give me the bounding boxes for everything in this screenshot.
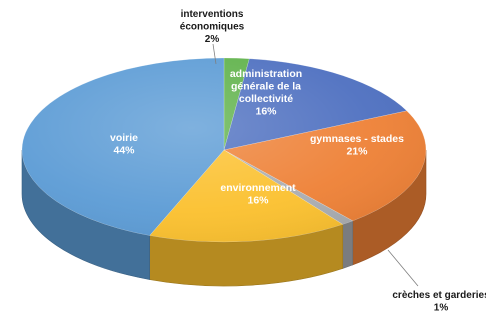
- slice-value-4: 16%: [247, 195, 269, 207]
- slice-name-2-0: gymnases - stades: [310, 133, 404, 145]
- pie-sides: [21, 149, 427, 287]
- leader-line-3: [387, 249, 419, 287]
- slice-name-5-0: voirie: [110, 132, 138, 144]
- slice-name-1-1: générale de la: [231, 81, 301, 93]
- slice-name-1-2: collectivité: [239, 93, 293, 105]
- slice-name-0-1: économiques: [180, 22, 245, 33]
- slice-value-3: 1%: [434, 303, 449, 314]
- slice-label-2: gymnases - stades 21%: [310, 133, 404, 158]
- slice-name-1-0: administration: [230, 68, 302, 80]
- slice-value-0: 2%: [205, 34, 220, 45]
- pie-gloss: [22, 58, 426, 242]
- slice-label-4: environnement 16%: [220, 182, 296, 207]
- pie-tops: [21, 57, 427, 243]
- slice-label-1: administration générale de la collectivité…: [230, 68, 302, 118]
- slice-name-3-0: crèches et garderies: [392, 290, 486, 301]
- pie-labels: interventions économiques 2% administration…: [110, 9, 486, 314]
- slice-label-0: interventions économiques 2%: [180, 9, 245, 45]
- slice-value-5: 44%: [113, 145, 135, 157]
- slice-name-0-0: interventions: [181, 9, 244, 20]
- leader-line-0: [212, 43, 217, 65]
- slice-label-3: crèches et garderies 1%: [392, 290, 486, 314]
- slice-label-5: voirie 44%: [110, 132, 138, 157]
- pie-side-3: [342, 220, 354, 269]
- slice-name-4-0: environnement: [220, 182, 296, 194]
- slice-value-1: 16%: [255, 106, 277, 118]
- slice-value-2: 21%: [346, 146, 368, 158]
